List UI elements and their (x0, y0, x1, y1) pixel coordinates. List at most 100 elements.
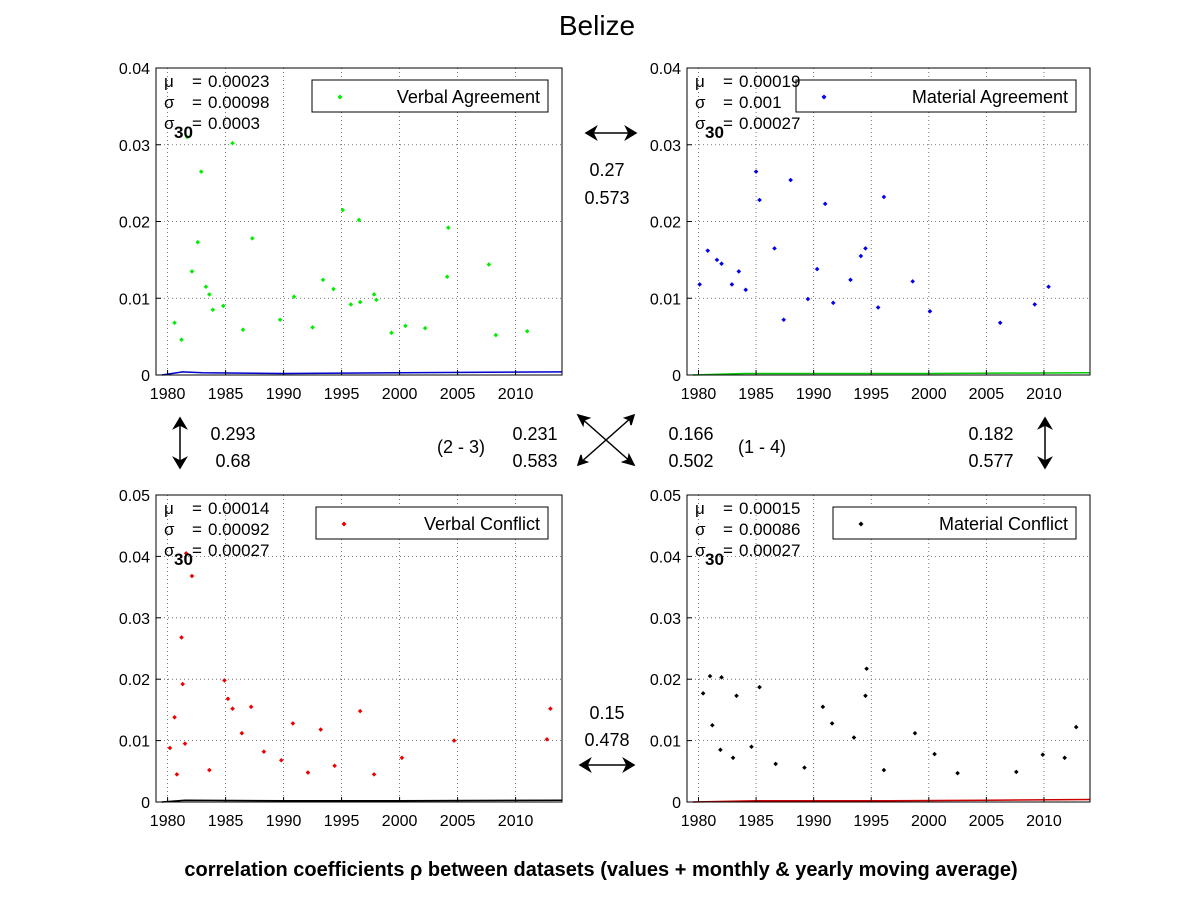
stat-mu-equals: = (723, 72, 733, 91)
stat-mu-value: 0.00014 (208, 499, 269, 518)
moving-average-line (161, 371, 563, 376)
data-point (167, 745, 173, 751)
stat-mu-symbol: μ (164, 499, 174, 518)
data-point (278, 757, 284, 763)
data-point (310, 325, 315, 330)
x-tick-label: 2005 (969, 813, 1005, 830)
data-point (222, 678, 227, 683)
x-tick-label: 1980 (150, 386, 186, 403)
data-point (230, 140, 235, 146)
x-tick-label: 2000 (382, 386, 418, 403)
x-tick-label: 1980 (150, 813, 186, 830)
data-point (863, 693, 868, 699)
data-point (875, 305, 881, 310)
correlation-annotations: 0.27 0.573 0.293 0.68 0.182 0.577 (2 - 3… (172, 125, 1053, 773)
plots-layer: 1980 1985 1990 1995 2000 2005 2010 0 0.01 0.02 0.0… (119, 61, 1091, 830)
corr-top-rho: 0.27 (589, 160, 624, 180)
x-tick-label: 1980 (681, 386, 717, 403)
data-point (374, 297, 379, 303)
stat-sigma30-subscript: 30 (705, 550, 724, 569)
axes-frame (686, 494, 1091, 803)
data-point (198, 169, 204, 174)
y-tick-label: 0.01 (650, 734, 681, 751)
data-point (399, 755, 405, 761)
data-point (207, 292, 212, 297)
data-point (210, 307, 216, 313)
data-point (1032, 302, 1038, 307)
data-point (757, 197, 762, 203)
data-point (710, 722, 715, 728)
data-point (730, 755, 736, 761)
y-tick-label: 0 (141, 795, 150, 812)
x-tick-label: 1985 (208, 813, 244, 830)
stat-sigma30-subscript: 30 (705, 123, 724, 142)
data-point (705, 248, 711, 253)
legend-marker (341, 521, 347, 527)
x-tick-label: 1995 (853, 813, 889, 830)
corr-diag-2-3-rho-avg: 0.583 (512, 451, 557, 471)
data-point (864, 666, 869, 672)
subplot-1: 1980 1985 1990 1995 2000 2005 2010 0 0.01 0.02 0.0… (119, 61, 563, 403)
y-tick-label: 0.04 (650, 61, 681, 78)
data-point (881, 194, 887, 200)
stat-sigma30-symbol: σ (695, 541, 706, 560)
data-point (444, 274, 450, 280)
data-point (912, 730, 918, 736)
data-point (249, 236, 255, 241)
data-point (1073, 724, 1079, 730)
stat-sigma-equals: = (723, 93, 733, 112)
legend-label: Verbal Agreement (397, 87, 540, 107)
data-point (781, 317, 787, 323)
data-point (955, 770, 960, 776)
data-point (371, 292, 377, 297)
data-point (544, 737, 550, 742)
data-point (548, 706, 553, 711)
data-point (239, 730, 245, 736)
x-tick-label: 2010 (498, 386, 534, 403)
data-point (182, 741, 188, 746)
legend-label: Material Agreement (912, 87, 1068, 107)
x-tick-label: 1990 (796, 386, 832, 403)
data-point (486, 262, 492, 267)
data-point (446, 225, 451, 230)
subplot-2: 1980 1985 1990 1995 2000 2005 2010 0 0.01 0.02 0.0… (650, 61, 1091, 403)
corr-diag-2-3-rho: 0.231 (512, 424, 557, 444)
data-point (332, 763, 337, 769)
stat-mu-symbol: μ (695, 72, 705, 91)
data-point (718, 747, 723, 753)
corr-bottom-rho: 0.15 (589, 703, 624, 723)
data-point (277, 317, 283, 323)
legend-marker (821, 94, 827, 100)
legend-label: Verbal Conflict (424, 514, 540, 534)
x-tick-label: 2005 (440, 813, 476, 830)
legend-box (311, 79, 549, 113)
legend-box (832, 506, 1077, 540)
y-tick-label: 0.03 (650, 138, 681, 155)
y-tick-label: 0 (141, 368, 150, 385)
stat-sigma30-symbol: σ (695, 114, 706, 133)
data-point (881, 767, 887, 773)
data-point (371, 772, 377, 777)
data-point (174, 772, 180, 777)
data-point (788, 177, 793, 183)
data-point (719, 675, 724, 680)
data-point (524, 328, 530, 334)
axes-frame (155, 494, 563, 803)
data-point (207, 767, 212, 773)
y-tick-label: 0.05 (119, 488, 150, 505)
data-point (203, 284, 209, 290)
data-point (320, 277, 326, 283)
data-point (697, 282, 702, 287)
stat-sigma-symbol: σ (164, 520, 175, 539)
data-point (772, 246, 777, 251)
x-tick-label: 2000 (911, 813, 947, 830)
stat-mu-value: 0.00023 (208, 72, 269, 91)
stat-mu-value: 0.00019 (739, 72, 800, 91)
data-point (757, 684, 762, 690)
stat-sigma-value: 0.001 (739, 93, 782, 112)
data-point (422, 325, 428, 331)
stat-sigma-symbol: σ (695, 520, 706, 539)
x-tick-label: 2000 (382, 813, 418, 830)
stat-sigma30-value: 0.00027 (739, 541, 800, 560)
stat-sigma30-symbol: σ (164, 114, 175, 133)
